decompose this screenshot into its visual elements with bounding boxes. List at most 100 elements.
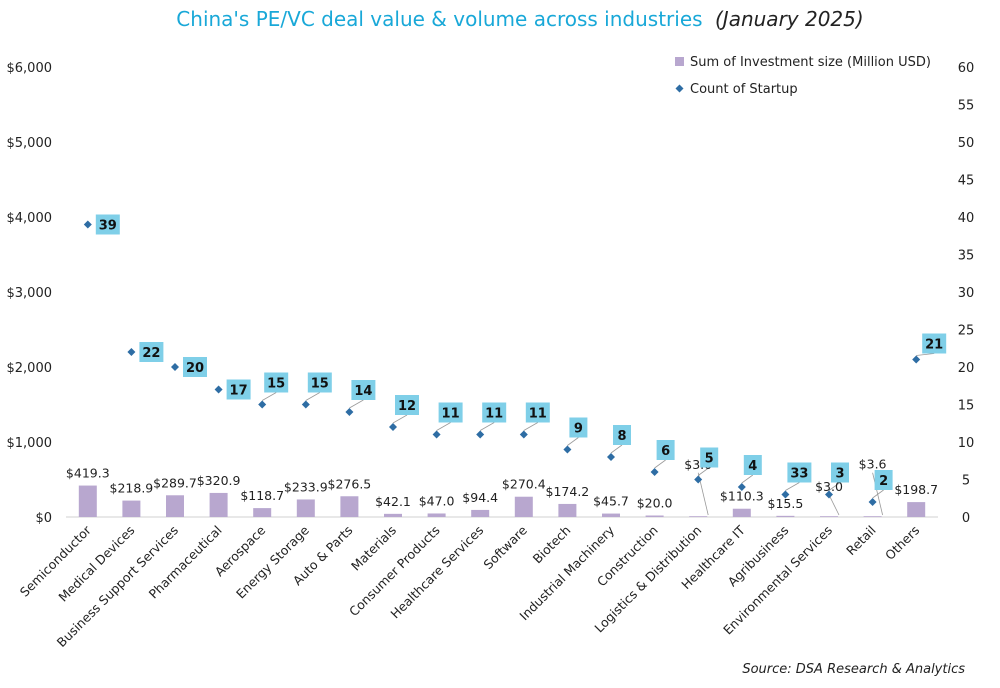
count-value-label: 6 <box>661 444 670 459</box>
bar-value-label: $276.5 <box>328 476 372 491</box>
left-tick-label: $4,000 <box>7 211 53 226</box>
bar-value-label: $289.7 <box>153 475 197 490</box>
right-tick-label: 55 <box>958 99 975 114</box>
count-label-box <box>569 417 588 438</box>
right-tick-label: 5 <box>962 474 970 489</box>
left-tick-label: $3,000 <box>7 286 53 301</box>
bar-value-label: $110.3 <box>720 489 764 504</box>
scatter-series <box>83 220 921 506</box>
count-label-leader <box>480 422 495 431</box>
bar <box>907 502 926 517</box>
count-label-box <box>95 214 120 235</box>
bar-value-label: $320.9 <box>197 473 241 488</box>
right-tick-label: 0 <box>962 511 970 526</box>
count-label-box <box>922 333 947 354</box>
count-label-box <box>656 440 675 460</box>
count-label-leader <box>567 437 579 446</box>
count-value-label: 22 <box>142 346 160 361</box>
count-value-label: 11 <box>485 407 503 422</box>
count-label-box <box>438 402 463 423</box>
bar <box>296 499 315 517</box>
count-marker <box>825 490 833 499</box>
count-marker <box>563 445 572 454</box>
legend-marker-count <box>675 84 684 93</box>
right-tick-label: 25 <box>958 324 975 339</box>
left-y-axis: $0 $1,000 $2,000 $3,000 $4,000 $5,000 $6,000 <box>7 61 53 526</box>
legend-swatch-investment <box>675 57 684 66</box>
right-tick-label: 60 <box>958 61 975 76</box>
bar <box>209 492 228 517</box>
bar-value-label: $419.3 <box>66 466 110 481</box>
bar-value-labels: $419.3$218.9 $289.7 $320.9$118.7$233.9 $276… <box>66 457 938 511</box>
count-label-leader <box>610 444 623 454</box>
count-value-label: 11 <box>442 407 460 422</box>
count-label-box <box>307 372 332 393</box>
count-label-box <box>743 455 762 475</box>
right-tick-label: 50 <box>958 136 975 151</box>
bar <box>514 496 533 517</box>
count-value-label: 17 <box>230 384 248 399</box>
category-label: Medical Devices <box>55 523 137 605</box>
bar-value-label: $3.6 <box>859 457 887 472</box>
right-tick-label: 30 <box>958 286 975 301</box>
right-tick-label: 40 <box>958 211 975 226</box>
bar <box>863 516 882 517</box>
count-marker <box>83 220 92 229</box>
bar-value-label: $15.5 <box>768 496 804 511</box>
count-label-leader <box>262 392 277 401</box>
count-label-leader <box>916 353 935 356</box>
bar-value-label: $198.7 <box>894 482 938 497</box>
count-label-box <box>183 357 207 377</box>
left-tick-label: $2,000 <box>7 361 53 376</box>
bar <box>776 515 795 517</box>
count-label-box <box>226 379 251 400</box>
bar-value-label: $42.1 <box>375 494 411 509</box>
count-value-label: 15 <box>267 377 285 392</box>
bar-value-label: $270.4 <box>502 477 546 492</box>
count-label-box <box>395 395 419 415</box>
count-marker <box>389 423 397 431</box>
category-label: Others <box>882 523 922 563</box>
category-label: Biotech <box>530 523 574 567</box>
bar <box>384 513 402 517</box>
source-note: Source: DSA Research & Analytics <box>742 662 965 677</box>
right-tick-label: 10 <box>958 436 975 451</box>
category-label: Software <box>480 522 530 572</box>
bar <box>78 485 97 517</box>
count-label-box <box>139 342 164 362</box>
bar <box>340 496 359 517</box>
chart-title-main: China's PE/VC deal value & volume across… <box>176 7 702 31</box>
bar-value-label: $20.0 <box>637 496 673 511</box>
count-value-label: 3 <box>835 467 844 482</box>
legend: Sum of Investment size (Million USD) Cou… <box>675 55 931 97</box>
count-label-box <box>831 462 849 483</box>
count-label-leader <box>392 414 408 424</box>
left-tick-label: $0 <box>35 511 52 526</box>
count-value-label: 9 <box>574 422 583 437</box>
bar-value-label: $47.0 <box>419 493 455 508</box>
right-tick-label: 35 <box>958 249 975 264</box>
count-value-label: 4 <box>748 459 757 474</box>
count-marker <box>301 400 310 409</box>
right-tick-label: 20 <box>958 361 975 376</box>
count-label-leader <box>872 489 884 499</box>
bar <box>645 515 664 517</box>
count-value-label: 11 <box>529 407 547 422</box>
count-marker <box>868 498 877 506</box>
count-label-box <box>351 380 376 400</box>
count-label-leader <box>828 482 841 491</box>
bar-value-label: $218.9 <box>110 481 154 496</box>
bar-value-label: $45.7 <box>593 494 629 509</box>
right-tick-label: 45 <box>958 174 975 189</box>
count-label-leader <box>741 474 754 484</box>
count-value-label: 20 <box>186 361 204 376</box>
bar <box>602 513 620 517</box>
count-label-leader <box>697 467 710 476</box>
bar-series <box>78 485 926 517</box>
count-marker <box>214 385 223 394</box>
count-label-box <box>700 447 719 468</box>
bar-value-label: $233.9 <box>284 479 328 494</box>
count-label-box <box>874 470 893 490</box>
